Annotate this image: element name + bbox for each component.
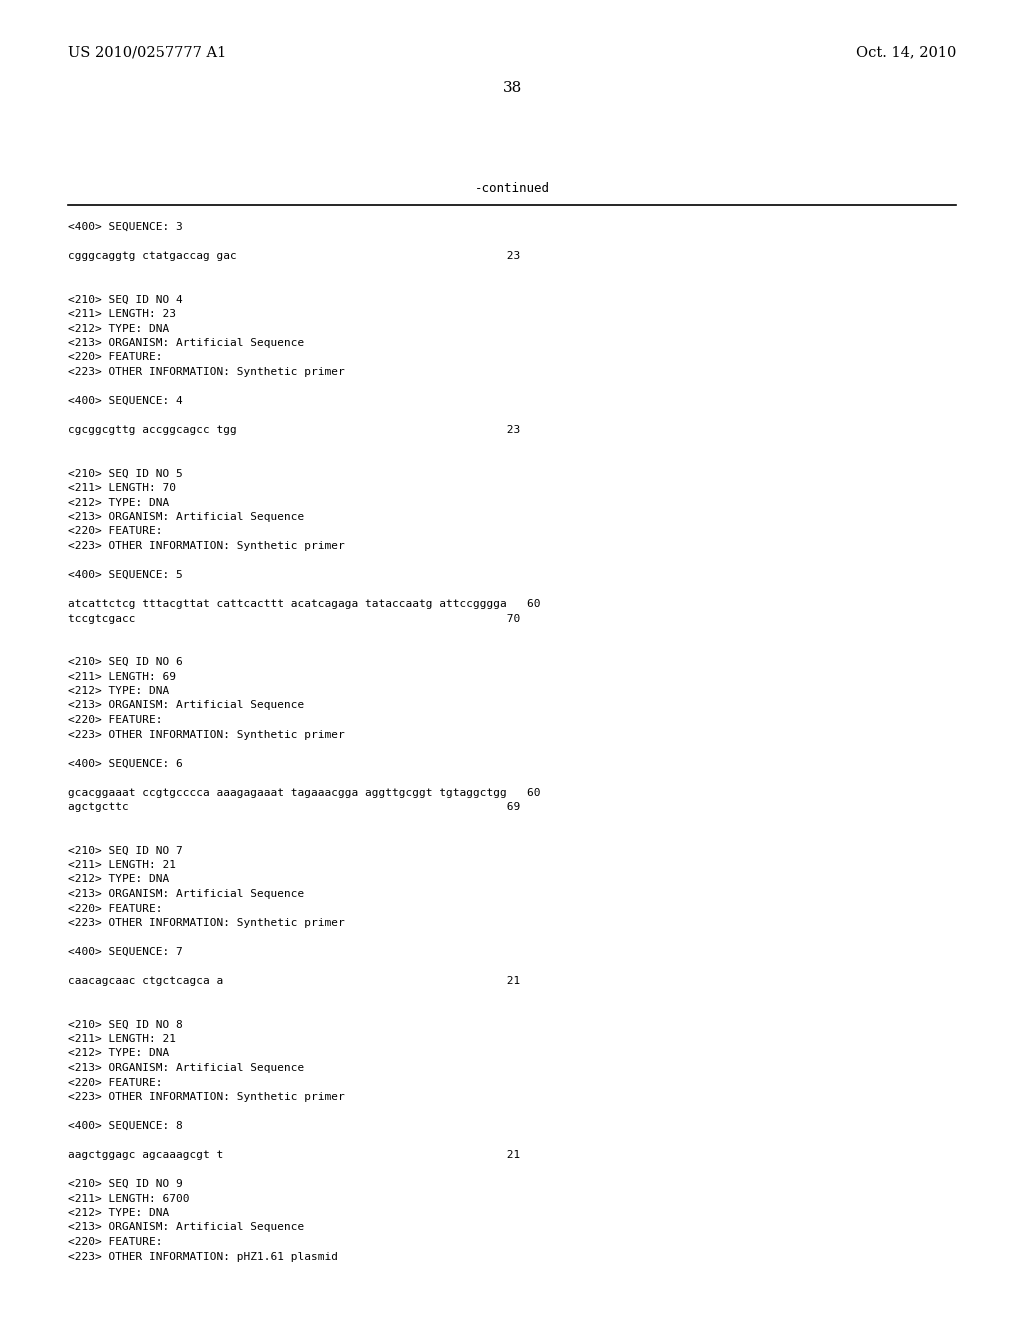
Text: <210> SEQ ID NO 5: <210> SEQ ID NO 5: [68, 469, 182, 479]
Text: <211> LENGTH: 21: <211> LENGTH: 21: [68, 1034, 176, 1044]
Text: Oct. 14, 2010: Oct. 14, 2010: [856, 45, 956, 59]
Text: <400> SEQUENCE: 5: <400> SEQUENCE: 5: [68, 570, 182, 579]
Text: <223> OTHER INFORMATION: Synthetic primer: <223> OTHER INFORMATION: Synthetic prime…: [68, 917, 345, 928]
Text: <223> OTHER INFORMATION: Synthetic primer: <223> OTHER INFORMATION: Synthetic prime…: [68, 367, 345, 378]
Text: agctgcttc                                                        69: agctgcttc 69: [68, 803, 520, 812]
Text: <210> SEQ ID NO 8: <210> SEQ ID NO 8: [68, 1019, 182, 1030]
Text: <212> TYPE: DNA: <212> TYPE: DNA: [68, 1208, 169, 1218]
Text: <400> SEQUENCE: 4: <400> SEQUENCE: 4: [68, 396, 182, 407]
Text: tccgtcgacc                                                       70: tccgtcgacc 70: [68, 614, 520, 623]
Text: <213> ORGANISM: Artificial Sequence: <213> ORGANISM: Artificial Sequence: [68, 888, 304, 899]
Text: <223> OTHER INFORMATION: Synthetic primer: <223> OTHER INFORMATION: Synthetic prime…: [68, 541, 345, 550]
Text: gcacggaaat ccgtgcccca aaagagaaat tagaaacgga aggttgcggt tgtaggctgg   60: gcacggaaat ccgtgcccca aaagagaaat tagaaac…: [68, 788, 541, 797]
Text: <400> SEQUENCE: 6: <400> SEQUENCE: 6: [68, 759, 182, 768]
Text: <213> ORGANISM: Artificial Sequence: <213> ORGANISM: Artificial Sequence: [68, 701, 304, 710]
Text: -continued: -continued: [474, 181, 550, 194]
Text: <210> SEQ ID NO 6: <210> SEQ ID NO 6: [68, 657, 182, 667]
Text: <220> FEATURE:: <220> FEATURE:: [68, 527, 163, 536]
Text: <213> ORGANISM: Artificial Sequence: <213> ORGANISM: Artificial Sequence: [68, 338, 304, 348]
Text: <223> OTHER INFORMATION: Synthetic primer: <223> OTHER INFORMATION: Synthetic prime…: [68, 1092, 345, 1102]
Text: <212> TYPE: DNA: <212> TYPE: DNA: [68, 323, 169, 334]
Text: <211> LENGTH: 69: <211> LENGTH: 69: [68, 672, 176, 681]
Text: <211> LENGTH: 23: <211> LENGTH: 23: [68, 309, 176, 319]
Text: <220> FEATURE:: <220> FEATURE:: [68, 1077, 163, 1088]
Text: <212> TYPE: DNA: <212> TYPE: DNA: [68, 874, 169, 884]
Text: cgcggcgttg accggcagcc tgg                                        23: cgcggcgttg accggcagcc tgg 23: [68, 425, 520, 436]
Text: cgggcaggtg ctatgaccag gac                                        23: cgggcaggtg ctatgaccag gac 23: [68, 251, 520, 261]
Text: <223> OTHER INFORMATION: pHZ1.61 plasmid: <223> OTHER INFORMATION: pHZ1.61 plasmid: [68, 1251, 338, 1262]
Text: atcattctcg tttacgttat cattcacttt acatcagaga tataccaatg attccgggga   60: atcattctcg tttacgttat cattcacttt acatcag…: [68, 599, 541, 609]
Text: aagctggagc agcaaagcgt t                                          21: aagctggagc agcaaagcgt t 21: [68, 1150, 520, 1160]
Text: <210> SEQ ID NO 7: <210> SEQ ID NO 7: [68, 846, 182, 855]
Text: <400> SEQUENCE: 3: <400> SEQUENCE: 3: [68, 222, 182, 232]
Text: <212> TYPE: DNA: <212> TYPE: DNA: [68, 686, 169, 696]
Text: <400> SEQUENCE: 8: <400> SEQUENCE: 8: [68, 1121, 182, 1131]
Text: <210> SEQ ID NO 9: <210> SEQ ID NO 9: [68, 1179, 182, 1189]
Text: <400> SEQUENCE: 7: <400> SEQUENCE: 7: [68, 946, 182, 957]
Text: caacagcaac ctgctcagca a                                          21: caacagcaac ctgctcagca a 21: [68, 975, 520, 986]
Text: <220> FEATURE:: <220> FEATURE:: [68, 715, 163, 725]
Text: <210> SEQ ID NO 4: <210> SEQ ID NO 4: [68, 294, 182, 305]
Text: <213> ORGANISM: Artificial Sequence: <213> ORGANISM: Artificial Sequence: [68, 512, 304, 521]
Text: <220> FEATURE:: <220> FEATURE:: [68, 903, 163, 913]
Text: US 2010/0257777 A1: US 2010/0257777 A1: [68, 45, 226, 59]
Text: <212> TYPE: DNA: <212> TYPE: DNA: [68, 1048, 169, 1059]
Text: <220> FEATURE:: <220> FEATURE:: [68, 1237, 163, 1247]
Text: <212> TYPE: DNA: <212> TYPE: DNA: [68, 498, 169, 507]
Text: <211> LENGTH: 6700: <211> LENGTH: 6700: [68, 1193, 189, 1204]
Text: <220> FEATURE:: <220> FEATURE:: [68, 352, 163, 363]
Text: <213> ORGANISM: Artificial Sequence: <213> ORGANISM: Artificial Sequence: [68, 1063, 304, 1073]
Text: <223> OTHER INFORMATION: Synthetic primer: <223> OTHER INFORMATION: Synthetic prime…: [68, 730, 345, 739]
Text: <213> ORGANISM: Artificial Sequence: <213> ORGANISM: Artificial Sequence: [68, 1222, 304, 1233]
Text: <211> LENGTH: 70: <211> LENGTH: 70: [68, 483, 176, 492]
Text: <211> LENGTH: 21: <211> LENGTH: 21: [68, 861, 176, 870]
Text: 38: 38: [503, 81, 521, 95]
